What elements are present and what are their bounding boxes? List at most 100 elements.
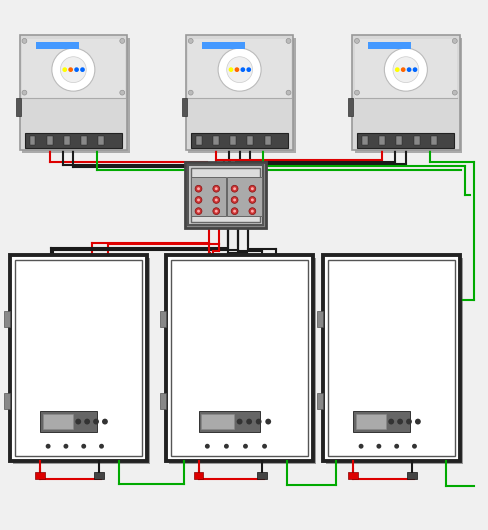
Bar xyxy=(347,472,357,479)
Circle shape xyxy=(197,187,200,190)
Circle shape xyxy=(120,90,124,95)
Bar xyxy=(188,39,290,99)
Bar xyxy=(193,472,203,479)
Bar xyxy=(195,136,201,145)
Circle shape xyxy=(387,419,393,425)
Circle shape xyxy=(80,67,85,72)
Bar xyxy=(347,99,352,116)
Circle shape xyxy=(212,208,219,215)
Bar xyxy=(160,311,166,327)
Bar xyxy=(10,255,146,461)
Bar xyxy=(354,39,456,99)
Circle shape xyxy=(212,186,219,192)
Bar xyxy=(16,99,20,116)
Circle shape xyxy=(102,419,108,425)
Circle shape xyxy=(405,419,411,425)
Circle shape xyxy=(262,444,266,449)
Bar xyxy=(15,260,142,456)
Circle shape xyxy=(197,198,200,201)
Bar xyxy=(325,258,462,464)
Circle shape xyxy=(411,444,416,449)
Circle shape xyxy=(52,48,95,91)
Circle shape xyxy=(394,67,399,72)
Bar xyxy=(160,393,166,409)
Circle shape xyxy=(45,444,50,449)
Circle shape xyxy=(62,67,67,72)
Circle shape xyxy=(234,67,239,72)
Bar xyxy=(213,136,219,145)
Circle shape xyxy=(228,67,233,72)
Bar xyxy=(352,411,409,432)
Circle shape xyxy=(195,197,202,204)
Circle shape xyxy=(195,208,202,215)
Bar xyxy=(322,255,459,461)
Circle shape xyxy=(264,419,270,425)
Bar xyxy=(184,162,265,228)
Circle shape xyxy=(396,419,402,425)
Circle shape xyxy=(250,187,253,190)
Bar xyxy=(202,42,244,49)
Circle shape xyxy=(22,90,27,95)
Circle shape xyxy=(248,197,255,204)
Circle shape xyxy=(195,186,202,192)
Bar xyxy=(190,168,259,223)
Circle shape xyxy=(246,419,252,425)
Circle shape xyxy=(406,67,410,72)
Circle shape xyxy=(75,419,81,425)
Bar xyxy=(42,414,73,429)
Circle shape xyxy=(233,187,236,190)
Circle shape xyxy=(226,57,252,83)
Bar xyxy=(47,136,53,145)
Bar xyxy=(81,136,87,145)
Circle shape xyxy=(233,198,236,201)
Bar xyxy=(171,260,307,456)
Circle shape xyxy=(188,90,193,95)
Bar xyxy=(355,414,385,429)
Bar xyxy=(357,132,453,148)
Bar xyxy=(35,472,45,479)
Bar xyxy=(406,472,416,479)
Circle shape xyxy=(233,210,236,213)
Bar xyxy=(191,132,287,148)
Bar xyxy=(247,136,253,145)
Circle shape xyxy=(243,444,247,449)
Circle shape xyxy=(240,67,244,72)
Circle shape xyxy=(412,67,417,72)
Circle shape xyxy=(376,444,381,449)
Circle shape xyxy=(358,444,363,449)
Bar xyxy=(256,472,266,479)
Bar xyxy=(185,35,293,150)
Bar xyxy=(4,393,10,409)
Bar xyxy=(187,165,262,225)
Circle shape xyxy=(61,57,86,83)
Circle shape xyxy=(197,210,200,213)
Circle shape xyxy=(204,444,209,449)
Circle shape xyxy=(84,419,90,425)
Bar xyxy=(351,35,459,150)
Circle shape xyxy=(414,419,420,425)
Bar xyxy=(20,35,127,150)
Circle shape xyxy=(120,39,124,43)
Circle shape xyxy=(250,198,253,201)
Bar xyxy=(40,411,97,432)
Bar xyxy=(94,472,103,479)
Circle shape xyxy=(74,67,79,72)
Bar xyxy=(22,39,124,99)
Bar xyxy=(230,136,236,145)
Circle shape xyxy=(218,48,261,91)
Bar xyxy=(367,42,410,49)
Circle shape xyxy=(214,198,217,201)
Circle shape xyxy=(63,444,68,449)
Circle shape xyxy=(188,39,193,43)
Circle shape xyxy=(212,197,219,204)
Circle shape xyxy=(248,186,255,192)
Circle shape xyxy=(250,210,253,213)
Bar xyxy=(430,136,436,145)
Bar xyxy=(226,177,262,216)
Bar xyxy=(316,311,322,327)
Circle shape xyxy=(99,444,104,449)
Bar xyxy=(361,136,367,145)
Circle shape xyxy=(384,48,427,91)
Circle shape xyxy=(255,419,261,425)
Circle shape xyxy=(393,444,398,449)
